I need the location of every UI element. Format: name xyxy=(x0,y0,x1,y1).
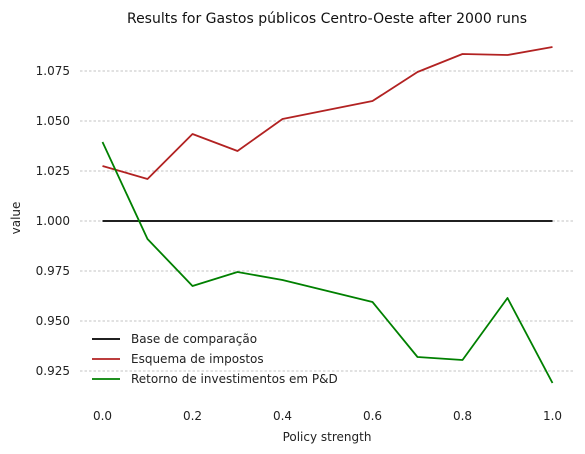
x-tick-label: 0.4 xyxy=(273,409,292,423)
y-tick-label: 1.050 xyxy=(36,114,70,128)
legend: Base de comparação Esquema de impostos Ret… xyxy=(92,332,338,386)
y-axis: 0.925 0.950 0.975 1.000 1.025 1.050 1.075 xyxy=(36,64,70,378)
legend-label: Retorno de investimentos em P&D xyxy=(131,372,338,386)
legend-label: Base de comparação xyxy=(131,332,257,346)
x-axis: 0.0 0.2 0.4 0.6 0.8 1.0 xyxy=(93,409,562,423)
series-line-2 xyxy=(102,46,553,180)
y-axis-title: value xyxy=(9,202,23,235)
x-tick-label: 0.2 xyxy=(183,409,202,423)
y-tick-label: 1.075 xyxy=(36,64,70,78)
y-tick-label: 1.025 xyxy=(36,164,70,178)
x-tick-label: 0.0 xyxy=(93,409,112,423)
x-tick-label: 0.8 xyxy=(453,409,472,423)
chart-title: Results for Gastos públicos Centro-Oeste… xyxy=(127,11,527,27)
x-tick-label: 0.6 xyxy=(363,409,382,423)
y-tick-label: 0.950 xyxy=(36,314,70,328)
series-layer xyxy=(101,46,554,384)
x-tick-label: 1.0 xyxy=(543,409,562,423)
y-tick-label: 1.000 xyxy=(36,214,70,228)
y-tick-label: 0.925 xyxy=(36,364,70,378)
y-tick-label: 0.975 xyxy=(36,264,70,278)
legend-label: Esquema de impostos xyxy=(131,352,264,366)
x-axis-title: Policy strength xyxy=(283,430,372,444)
series-line-3 xyxy=(101,141,554,384)
